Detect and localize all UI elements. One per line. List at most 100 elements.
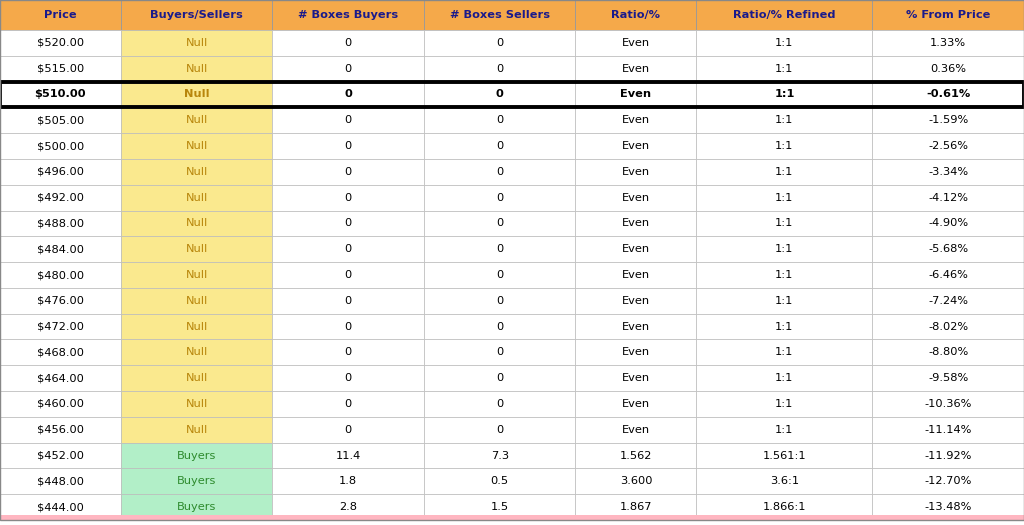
Bar (0, 340, 121, 365)
Bar (696, 108, 872, 133)
Bar (575, 185, 696, 211)
Bar (424, 0, 575, 30)
Bar (424, 417, 575, 443)
Bar (575, 262, 696, 288)
Bar (0, 288, 121, 313)
Text: -13.48%: -13.48% (925, 502, 972, 512)
Bar (0, 81, 1024, 108)
Text: 0: 0 (496, 322, 504, 332)
Text: 1.561:1: 1.561:1 (763, 450, 806, 460)
Text: 1:1: 1:1 (775, 296, 794, 306)
Text: Null: Null (185, 322, 208, 332)
Bar (424, 340, 575, 365)
Text: Even: Even (622, 296, 650, 306)
Bar (696, 236, 872, 262)
Text: Even: Even (622, 193, 650, 203)
Text: -4.90%: -4.90% (928, 218, 969, 228)
Bar (121, 262, 272, 288)
Text: -1.59%: -1.59% (928, 116, 969, 125)
Bar (696, 340, 872, 365)
Text: $468.00: $468.00 (37, 348, 84, 358)
Bar (696, 133, 872, 159)
Bar (0, 56, 121, 81)
Text: 1.562: 1.562 (620, 450, 652, 460)
Bar (575, 236, 696, 262)
Bar (575, 468, 696, 494)
Bar (272, 236, 424, 262)
Bar (272, 159, 424, 185)
Bar (575, 56, 696, 81)
Bar (121, 468, 272, 494)
Text: 1.5: 1.5 (490, 502, 509, 512)
Bar (696, 185, 872, 211)
Text: 3.6:1: 3.6:1 (770, 476, 799, 486)
Bar (696, 443, 872, 468)
Text: Even: Even (622, 64, 650, 74)
Text: $505.00: $505.00 (37, 116, 84, 125)
Text: 1:1: 1:1 (775, 116, 794, 125)
Text: $515.00: $515.00 (37, 64, 84, 74)
Text: Null: Null (185, 218, 208, 228)
Bar (121, 417, 272, 443)
Text: 0: 0 (344, 348, 352, 358)
Bar (696, 211, 872, 236)
Bar (424, 159, 575, 185)
Text: 0: 0 (344, 193, 352, 203)
Text: 1:1: 1:1 (775, 348, 794, 358)
Text: -7.24%: -7.24% (928, 296, 969, 306)
Bar (696, 262, 872, 288)
Bar (272, 211, 424, 236)
Text: -11.14%: -11.14% (925, 425, 972, 435)
Text: 0: 0 (496, 399, 504, 409)
Bar (424, 211, 575, 236)
Bar (121, 133, 272, 159)
Bar (0, 30, 121, 56)
Bar (121, 159, 272, 185)
Bar (0, 108, 121, 133)
Bar (696, 391, 872, 417)
Bar (696, 288, 872, 313)
Text: 1:1: 1:1 (775, 218, 794, 228)
Text: $510.00: $510.00 (35, 89, 86, 99)
Text: 1:1: 1:1 (775, 425, 794, 435)
Bar (121, 0, 272, 30)
Text: 1:1: 1:1 (774, 89, 795, 99)
Text: Null: Null (185, 64, 208, 74)
Text: Even: Even (622, 244, 650, 254)
Text: Null: Null (185, 425, 208, 435)
Text: Null: Null (185, 38, 208, 48)
Bar (121, 211, 272, 236)
Text: Even: Even (622, 270, 650, 280)
Bar (121, 56, 272, 81)
Bar (0, 417, 121, 443)
Text: 1:1: 1:1 (775, 399, 794, 409)
Bar (121, 391, 272, 417)
Bar (872, 365, 1024, 391)
Text: 1.8: 1.8 (339, 476, 357, 486)
Text: 1:1: 1:1 (775, 373, 794, 383)
Bar (872, 494, 1024, 520)
Text: Buyers: Buyers (177, 476, 216, 486)
Bar (121, 494, 272, 520)
Text: -0.61%: -0.61% (926, 89, 971, 99)
Text: Null: Null (185, 244, 208, 254)
Text: Even: Even (622, 167, 650, 177)
Bar (424, 185, 575, 211)
Text: -6.46%: -6.46% (929, 270, 968, 280)
Bar (0, 0, 121, 30)
Bar (872, 30, 1024, 56)
Text: Null: Null (185, 348, 208, 358)
Bar (424, 391, 575, 417)
Text: Even: Even (622, 348, 650, 358)
Bar (424, 443, 575, 468)
Bar (0, 185, 121, 211)
Bar (872, 236, 1024, 262)
Bar (424, 30, 575, 56)
Text: # Boxes Sellers: # Boxes Sellers (450, 10, 550, 20)
Bar (872, 56, 1024, 81)
Text: -11.92%: -11.92% (925, 450, 972, 460)
Text: 1:1: 1:1 (775, 193, 794, 203)
Text: Even: Even (622, 322, 650, 332)
Text: $456.00: $456.00 (37, 425, 84, 435)
Text: Even: Even (622, 399, 650, 409)
